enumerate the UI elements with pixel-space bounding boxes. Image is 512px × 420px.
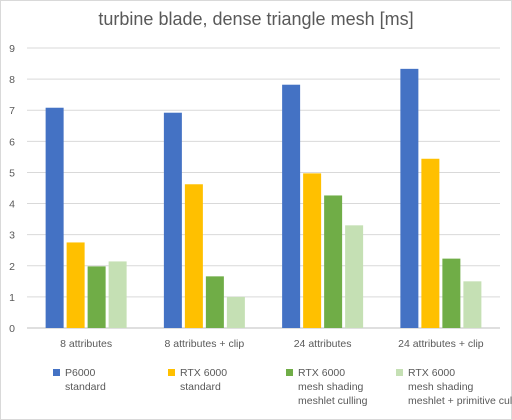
chart-title: turbine blade, dense triangle mesh [ms] [98,9,414,29]
bar [324,195,343,328]
bar [87,266,106,328]
bar [400,68,419,328]
bar [345,225,364,328]
bar [45,107,64,328]
bar [163,112,182,328]
bar [463,281,482,328]
bar [184,184,203,328]
bar [282,84,301,328]
bar [108,261,127,328]
bar [442,258,461,328]
y-tick-label: 6 [9,136,15,148]
bar [205,276,224,328]
y-tick-label: 7 [9,105,15,117]
y-tick-label: 0 [9,323,15,335]
y-tick-label: 8 [9,74,15,86]
bar [226,296,245,328]
y-tick-label: 3 [9,230,15,242]
y-tick-label: 5 [9,167,15,179]
bar [421,158,440,328]
bar [303,173,322,328]
x-tick-label: 8 attributes [60,338,112,350]
x-tick-label: 8 attributes + clip [165,338,245,350]
y-tick-label: 2 [9,261,15,273]
y-tick-label: 1 [9,292,15,304]
x-tick-label: 24 attributes [294,338,352,350]
y-tick-label: 9 [9,43,15,55]
bar [66,242,85,328]
x-tick-label: 24 attributes + clip [398,338,484,350]
y-tick-label: 4 [9,199,15,211]
